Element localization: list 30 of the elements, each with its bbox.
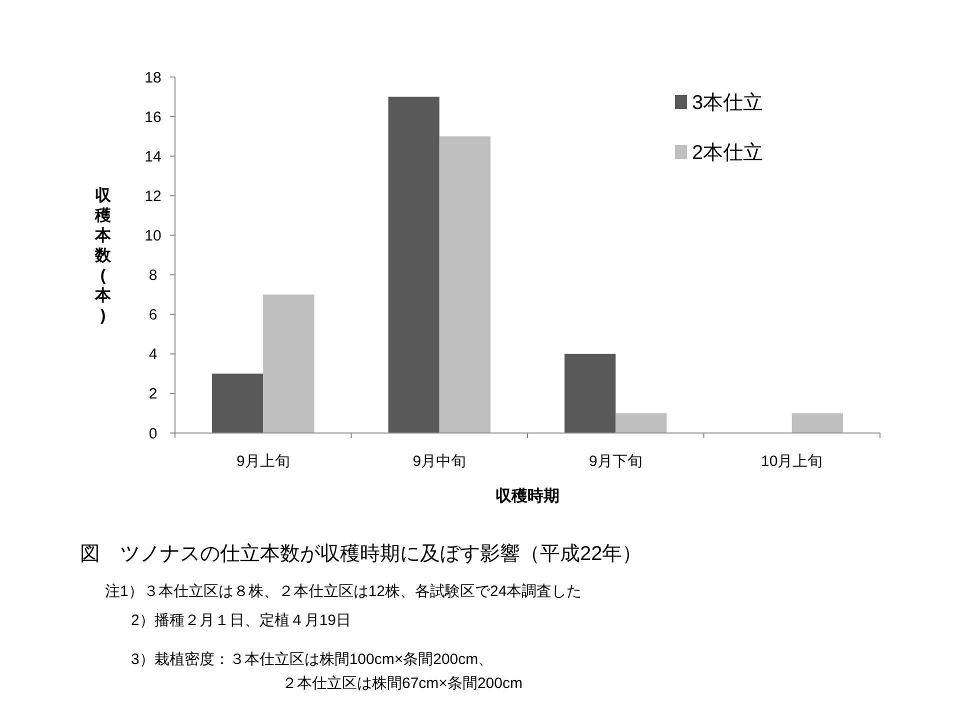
bar [564, 354, 616, 433]
legend-label: 3本仕立 [692, 92, 764, 114]
y-tick-label: 14 [144, 148, 162, 166]
x-tick-label: 9月中旬 [412, 453, 466, 470]
x-tick-label: 9月上旬 [236, 453, 290, 470]
bar [792, 413, 843, 433]
y-tick-label: 8 [148, 267, 158, 284]
text: ２本仕立区は株間67cm×条間200cm [282, 675, 522, 692]
bar [439, 136, 490, 433]
bar [212, 374, 264, 433]
y-tick-label: 0 [148, 425, 158, 442]
y-tick-label: 10 [144, 227, 162, 244]
y-tick-label: 12 [144, 188, 162, 205]
y-tick-label: 6 [148, 306, 158, 324]
x-axis-title: 収穫時期 [496, 487, 560, 505]
x-tick-label: 9月下旬 [588, 453, 642, 470]
text: 3）栽植密度：３本仕立区は株間100cm×条間200cm、 [131, 651, 494, 668]
bar [388, 96, 440, 433]
text: 注1）３本仕立区は８株、２本仕立区は12株、各試験区で24本調査した [105, 583, 582, 600]
x-tick-label: 10月上旬 [761, 453, 823, 470]
y-tick-label: 18 [144, 69, 162, 86]
y-tick-label: 16 [144, 108, 162, 126]
y-tick-label: 4 [148, 346, 158, 364]
text: 2）播種２月１日、定植４月19日 [131, 612, 352, 629]
text: 図 ツノナスの仕立本数が収穫時期に及ぼす影響（平成22年） [80, 543, 642, 565]
bar [616, 413, 667, 433]
y-axis-title: 収穫本数(本) [94, 186, 112, 325]
legend-label: 2本仕立 [692, 142, 764, 164]
y-tick-label: 2 [148, 386, 158, 403]
bar [263, 294, 314, 433]
